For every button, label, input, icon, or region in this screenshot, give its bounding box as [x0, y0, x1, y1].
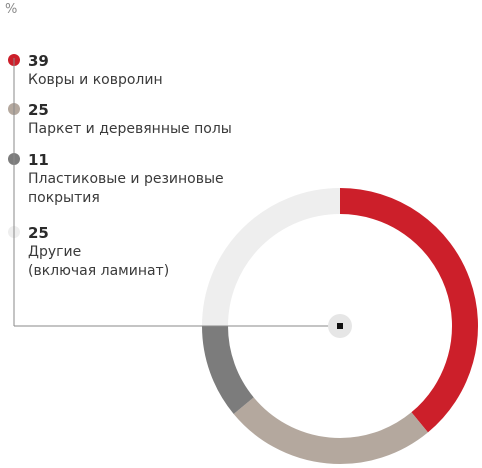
legend-label: покрытия: [28, 190, 100, 206]
legend-label: Ковры и ковролин: [28, 72, 163, 88]
slice-parquet: [233, 397, 428, 464]
legend-value: 25: [28, 224, 49, 242]
legend-value: 25: [28, 101, 49, 119]
legend-item-parquet: 25 Паркет и деревянные полы: [28, 100, 258, 139]
legend-label: (включая ламинат): [28, 263, 170, 279]
unit-label: %: [5, 2, 18, 17]
slice-other: [202, 188, 341, 327]
legend-value: 39: [28, 52, 49, 70]
center-marker: [337, 323, 343, 329]
legend-item-carpets: 39 Ковры и ковролин: [28, 51, 258, 90]
legend-item-other: 25 Другие (включая ламинат): [28, 223, 258, 281]
legend-label: Другие: [28, 244, 82, 260]
legend-value: 11: [28, 151, 49, 169]
legend-item-plastic: 11 Пластиковые и резиновые покрытия: [28, 150, 258, 208]
slice-plastic: [202, 325, 254, 414]
legend-label: Пластиковые и резиновые: [28, 171, 224, 187]
slice-carpets: [339, 188, 478, 433]
legend-label: Паркет и деревянные полы: [28, 121, 232, 137]
